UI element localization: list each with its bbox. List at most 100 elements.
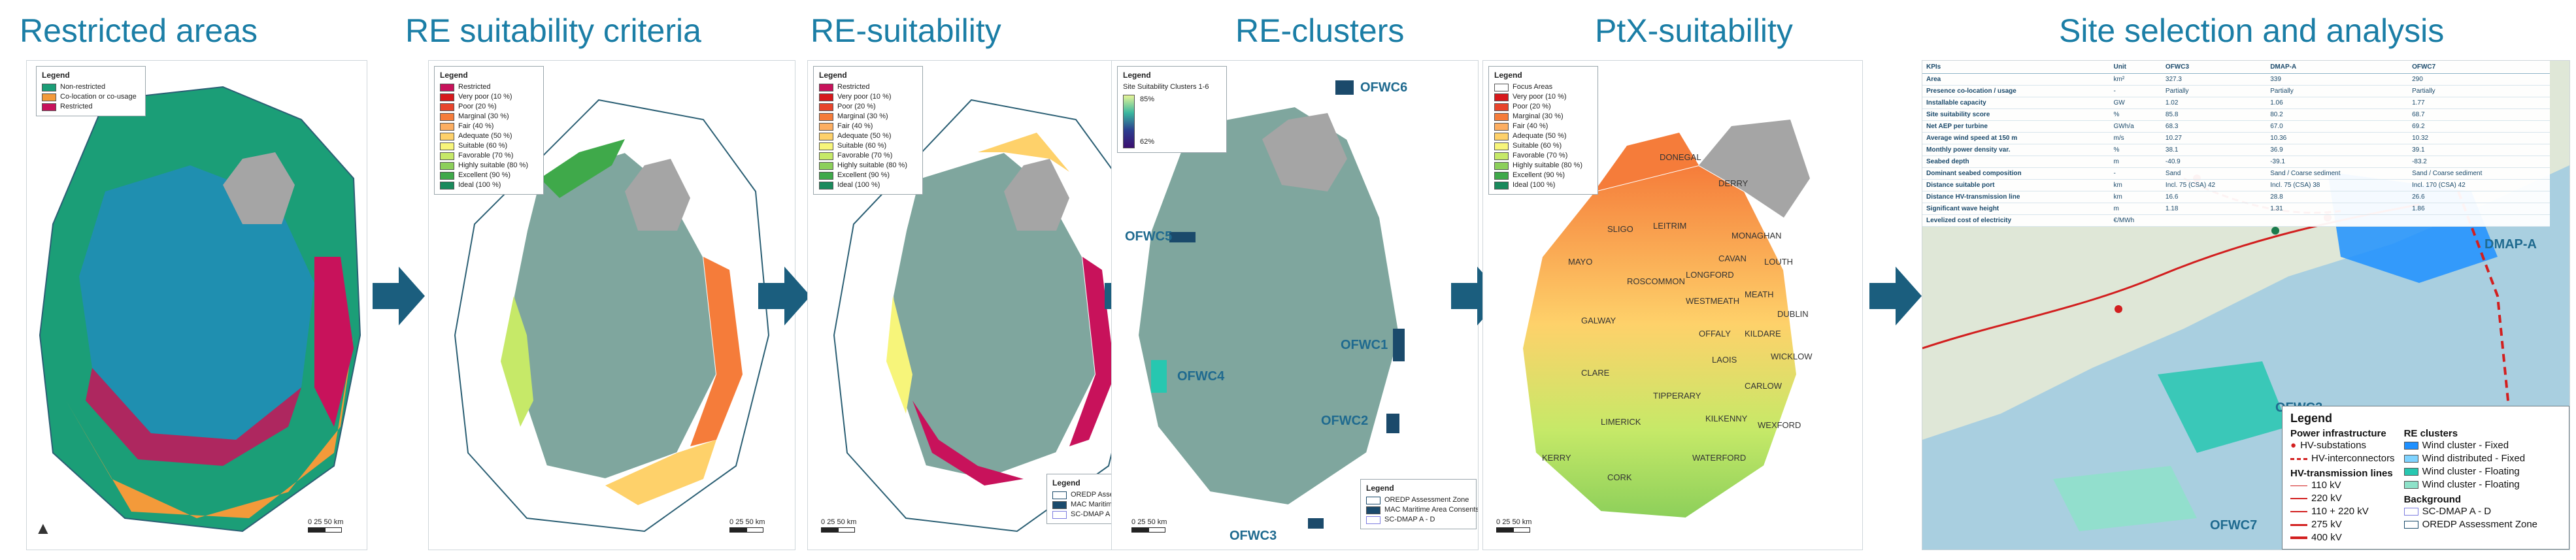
kpi-cell: 26.6 xyxy=(2408,191,2550,203)
flow-arrow-icon xyxy=(1869,267,1922,325)
legend-item: Very poor (10 %) xyxy=(819,92,917,102)
restricted-map xyxy=(39,86,361,533)
legend-item: Excellent (90 %) xyxy=(440,171,538,180)
suitability-map xyxy=(833,99,1143,533)
kpi-cell: km xyxy=(2109,179,2162,191)
scale-bar: 0 25 50 km xyxy=(821,518,856,533)
kpi-cell: Sand / Coarse sediment xyxy=(2408,167,2550,180)
legend-item: Poor (20 %) xyxy=(440,102,538,112)
kpi-row: Dominant seabed composition - Sand Sand / C… xyxy=(1922,167,2550,180)
legend-item: Suitable (60 %) xyxy=(819,141,917,151)
legend-item: Suitable (60 %) xyxy=(1494,141,1592,151)
kpi-col-header: KPIs xyxy=(1922,61,2110,74)
legend-item: Highly suitable (80 %) xyxy=(1494,161,1592,171)
site-legend: Legend Power infrastructure ● HV-substati… xyxy=(2282,406,2569,550)
kpi-cell xyxy=(2161,214,2267,227)
kpi-cell: 1.31 xyxy=(2266,203,2409,215)
legend-item: Favorable (70 %) xyxy=(1494,151,1592,161)
kpi-cell: 1.86 xyxy=(2408,203,2550,215)
panel-re-suitability-criteria: Legend Restricted Very poor (10 %) Poor … xyxy=(428,60,795,550)
kpi-row: Average wind speed at 150 m m/s 10.27 10.36… xyxy=(1922,132,2550,144)
kpi-cell: 10.32 xyxy=(2408,132,2550,144)
kpi-cell: Sand / Coarse sediment xyxy=(2266,167,2409,180)
bottom-legend-title: Legend xyxy=(1052,478,1080,487)
scale-bar: 0 25 50 km xyxy=(1496,518,1531,533)
kpi-col-header: OFWC3 xyxy=(2161,61,2267,74)
kpi-row: Monthly power density var.% 38.1 36.9 39.1 xyxy=(1922,144,2550,156)
county-label: OFFALY xyxy=(1699,329,1731,338)
label-ofwc4: OFWC4 xyxy=(1177,369,1225,384)
criteria-legend: Legend Restricted Very poor (10 %) Poor … xyxy=(434,66,544,195)
legend-item: 110 kV xyxy=(2290,479,2395,492)
legend-item: Adequate (50 %) xyxy=(1494,131,1592,141)
kpi-cell: 68.3 xyxy=(2161,120,2267,133)
legend-item-restricted: Restricted xyxy=(42,102,140,112)
title-re-suitability: RE-suitability xyxy=(811,12,1001,49)
legend-item-non-restricted: Non-restricted xyxy=(42,82,140,92)
clusters-legend: Legend Site Suitability Clusters 1-6 85%… xyxy=(1117,66,1227,153)
kpi-row: Area km² 327.3 339 290 xyxy=(1922,73,2550,86)
legend-item: OREDP Assessment Zone xyxy=(2403,518,2537,531)
legend-item: MAC Maritime Area Consents xyxy=(1366,505,1478,515)
criteria-legend-title: Legend xyxy=(440,71,468,80)
county-label: CLARE xyxy=(1581,368,1610,378)
kpi-row: Presence co-location / usage - Partially Pa… xyxy=(1922,85,2550,97)
label-dmap-a: DMAP-A xyxy=(2484,237,2537,252)
kpi-cell: m xyxy=(2109,203,2162,215)
ptx-legend: Legend Focus Areas Very poor (10 %) Poor… xyxy=(1488,66,1598,195)
legend-item: Highly suitable (80 %) xyxy=(440,161,538,171)
legend-item: ● HV-substations xyxy=(2290,440,2366,451)
legend-item: Poor (20 %) xyxy=(1494,102,1592,112)
legend-item: Adequate (50 %) xyxy=(440,131,538,141)
power-infra-title: Power infrastructure xyxy=(2290,428,2386,439)
legend-item: Marginal (30 %) xyxy=(1494,112,1592,122)
gradient-max: 85% xyxy=(1140,95,1155,103)
kpi-row: Seabed depth m -40.9 -39.1 -83.2 xyxy=(1922,156,2550,168)
kpi-label: Seabed depth xyxy=(1922,156,2110,168)
kpi-cell xyxy=(2408,214,2550,227)
kpi-cell: -39.1 xyxy=(2266,156,2409,168)
county-label: KERRY xyxy=(1542,453,1571,463)
kpi-col-header: DMAP-A xyxy=(2266,61,2409,74)
county-label: KILKENNY xyxy=(1705,414,1748,423)
kpi-cell: Incl. 75 (CSA) 38 xyxy=(2266,179,2409,191)
kpi-cell: 1.18 xyxy=(2161,203,2267,215)
kpi-cell: 339 xyxy=(2266,73,2409,86)
kpi-row: Site suitability score% 85.8 80.2 68.7 xyxy=(1922,108,2550,121)
suitability-legend-title: Legend xyxy=(819,71,847,80)
county-label: DERRY xyxy=(1718,178,1748,188)
kpi-cell: m xyxy=(2109,156,2162,168)
panel-site-selection: KPIs Unit OFWC3 DMAP-A OFWC7 Area km² 327.… xyxy=(1922,60,2570,550)
north-arrow-icon: ▲ xyxy=(35,518,52,538)
kpi-row: Installable capacity GW 1.02 1.06 1.77 xyxy=(1922,97,2550,109)
county-label: TIPPERARY xyxy=(1653,391,1701,401)
county-label: CAVAN xyxy=(1718,254,1747,263)
kpi-cell: Partially xyxy=(2408,85,2550,97)
gradient-swatch xyxy=(1123,95,1135,148)
clusters-map xyxy=(1137,80,1405,529)
county-label: CORK xyxy=(1607,472,1632,482)
legend-item: Fair (40 %) xyxy=(1494,122,1592,131)
panel-restricted-areas: Legend Non-restricted Co-location or co-… xyxy=(26,60,367,550)
restricted-legend: Legend Non-restricted Co-location or co-… xyxy=(36,66,146,116)
kpi-label: Net AEP per turbine xyxy=(1922,120,2110,133)
legend-item: Wind cluster - Floating xyxy=(2403,465,2537,478)
county-label: KILDARE xyxy=(1745,329,1781,338)
kpi-cell: 85.8 xyxy=(2161,108,2267,121)
legend-item: Wind distributed - Fixed xyxy=(2403,452,2537,465)
legend-item: Very poor (10 %) xyxy=(440,92,538,102)
county-label: MONAGHAN xyxy=(1731,231,1782,240)
kpi-cell: km² xyxy=(2109,73,2162,86)
legend-item: Restricted xyxy=(440,82,538,92)
legend-item: SC-DMAP A - D xyxy=(2403,505,2537,518)
legend-item: SC-DMAP A - D xyxy=(1366,515,1471,525)
legend-item: Wind cluster - Fixed xyxy=(2403,439,2537,452)
legend-item: 220 kV xyxy=(2290,492,2395,505)
legend-item: Marginal (30 %) xyxy=(440,112,538,122)
county-label: DUBLIN xyxy=(1777,309,1809,319)
kpi-cell: GW xyxy=(2109,97,2162,109)
kpi-col-header: OFWC7 xyxy=(2408,61,2550,74)
kpi-cell: -83.2 xyxy=(2408,156,2550,168)
kpi-label: Levelized cost of electricity xyxy=(1922,214,2110,227)
kpi-cell: 1.06 xyxy=(2266,97,2409,109)
